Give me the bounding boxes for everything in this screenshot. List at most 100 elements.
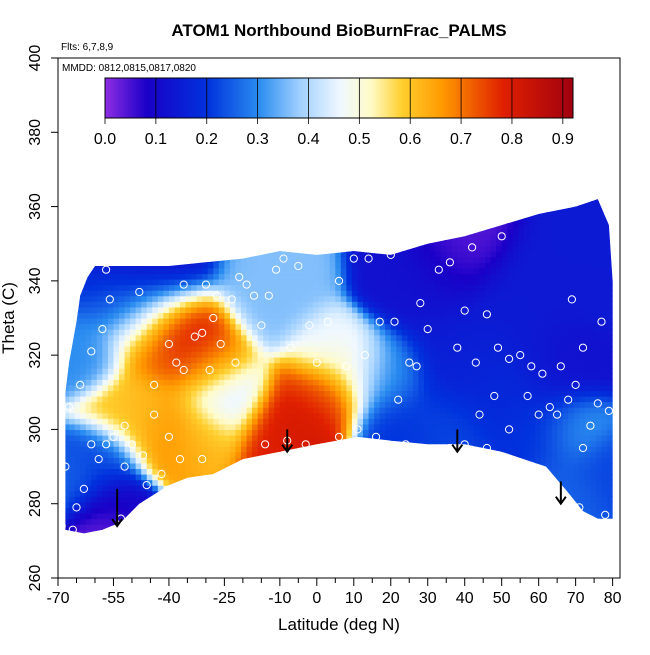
heat-cell: [207, 384, 214, 392]
heat-cell: [363, 457, 370, 464]
heat-cell: [440, 474, 447, 481]
heat-cell: [429, 446, 436, 453]
heat-cell: [202, 318, 209, 325]
heat-cell: [218, 256, 225, 263]
heat-cell: [385, 462, 392, 470]
heat-cell: [285, 407, 292, 414]
heat-cell: [191, 273, 198, 280]
heat-cell: [401, 273, 409, 280]
heat-cell: [429, 384, 436, 392]
heat-cell: [180, 401, 187, 408]
heat-cell: [385, 295, 392, 302]
heat-cell: [418, 407, 425, 414]
heat-cell: [163, 240, 170, 247]
heat-cell: [241, 323, 248, 330]
heat-cell: [418, 535, 424, 541]
heat-cell: [473, 245, 481, 252]
heat-cell: [435, 479, 442, 486]
heat-cell: [390, 529, 397, 534]
heat-cell: [490, 306, 497, 314]
heat-cell: [274, 435, 281, 442]
heat-cell: [80, 223, 87, 230]
heat-cell: [290, 485, 298, 492]
heat-cell: [65, 429, 70, 436]
heat-cell: [396, 457, 403, 464]
heat-cell: [390, 479, 397, 486]
heat-cell: [102, 529, 109, 534]
heat-cell: [285, 240, 292, 247]
heat-cell: [168, 357, 176, 364]
heat-cell: [218, 384, 225, 392]
heat-cell: [363, 295, 370, 302]
heat-cell: [479, 351, 486, 358]
heat-cell: [274, 357, 281, 364]
heat-cell: [435, 384, 442, 392]
heat-cell: [141, 429, 148, 436]
heat-cell: [329, 290, 336, 297]
heat-cell: [285, 496, 292, 503]
heat-cell: [124, 267, 131, 275]
heat-cell: [65, 201, 70, 208]
heat-cell: [479, 401, 486, 408]
heat-cell: [130, 468, 137, 475]
heat-cell: [252, 318, 259, 325]
heat-cell: [157, 412, 164, 419]
heat-cell: [335, 234, 342, 241]
heat-cell: [69, 457, 76, 464]
heat-cell: [396, 199, 403, 202]
heat-cell: [180, 256, 187, 263]
heat-cell: [58, 390, 64, 396]
heat-cell: [257, 240, 264, 247]
heat-cell: [446, 312, 453, 319]
heat-cell: [279, 513, 286, 520]
heat-cell: [213, 518, 220, 525]
heat-cell: [96, 518, 103, 525]
heat-cell: [229, 262, 237, 269]
heat-cell: [130, 262, 137, 269]
heat-cell: [74, 306, 81, 314]
heat-cell: [285, 524, 292, 531]
heat-cell: [113, 440, 120, 447]
heat-cell: [401, 329, 409, 336]
heat-cell: [146, 206, 153, 213]
heat-cell: [157, 401, 164, 408]
heat-cell: [385, 318, 392, 325]
heat-cell: [451, 323, 458, 330]
heat-cell: [141, 251, 148, 258]
heat-cell: [329, 529, 336, 534]
heat-cell: [479, 468, 486, 475]
heat-cell: [285, 373, 292, 380]
heat-cell: [146, 368, 153, 375]
heat-cell: [390, 318, 397, 325]
heat-cell: [263, 357, 270, 364]
heat-cell: [174, 423, 181, 431]
heat-cell: [385, 507, 392, 514]
heat-cell: [473, 357, 481, 364]
heat-cell: [218, 479, 225, 486]
heat-cell: [407, 345, 414, 353]
heat-cell: [368, 373, 375, 380]
heat-cell: [329, 490, 336, 497]
heat-cell: [229, 295, 237, 302]
heat-cell: [152, 245, 159, 252]
heat-cell: [329, 217, 336, 224]
heat-cell: [185, 199, 192, 202]
heat-cell: [357, 199, 364, 202]
heat-cell: [379, 518, 386, 525]
heat-cell: [468, 306, 475, 314]
heat-cell: [385, 334, 392, 341]
heat-cell: [274, 290, 281, 297]
heat-cell: [457, 334, 464, 341]
heat-cell: [407, 429, 414, 436]
heat-cell: [274, 446, 281, 453]
heat-cell: [385, 290, 392, 297]
heat-cell: [185, 412, 192, 419]
heat-cell: [374, 468, 381, 475]
heat-cell: [146, 423, 153, 431]
heat-cell: [324, 496, 331, 503]
heat-cell: [435, 234, 442, 241]
heat-cell: [174, 217, 181, 224]
heat-cell: [368, 423, 375, 431]
heat-cell: [290, 284, 298, 291]
heat-cell: [412, 379, 420, 386]
